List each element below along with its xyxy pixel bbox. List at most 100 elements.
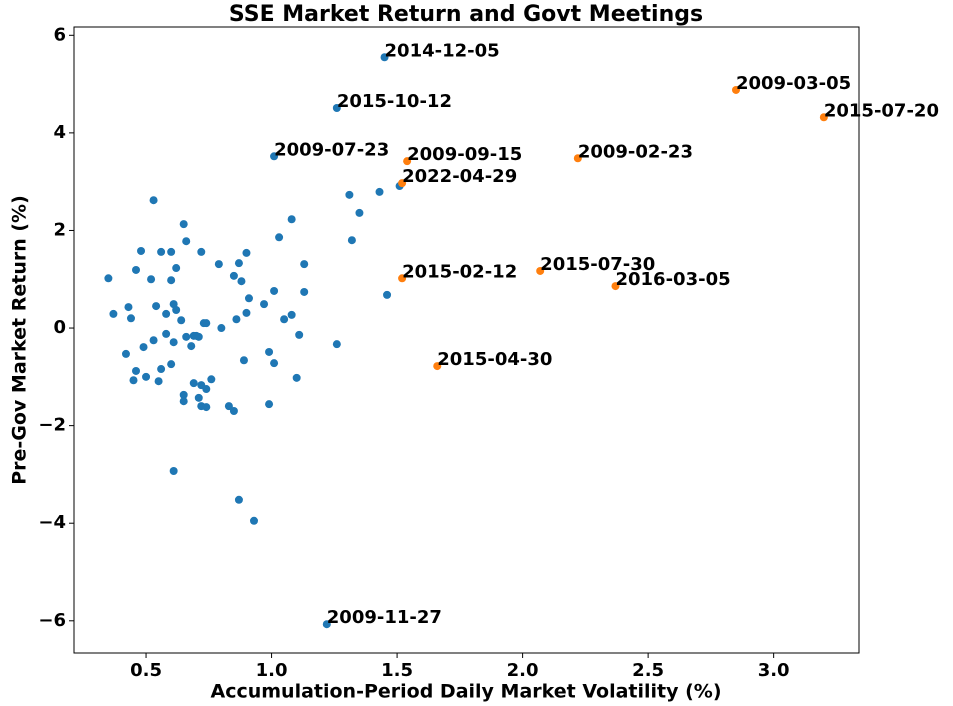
data-point bbox=[167, 247, 176, 256]
data-point bbox=[162, 309, 171, 318]
x-tick-label: 3.0 bbox=[758, 660, 790, 681]
point-label: 2016-03-05 bbox=[615, 269, 730, 290]
data-point bbox=[383, 290, 392, 299]
data-point bbox=[157, 247, 166, 256]
data-point bbox=[270, 359, 279, 368]
data-point bbox=[300, 260, 309, 269]
data-point bbox=[224, 402, 233, 411]
data-point bbox=[270, 152, 279, 161]
data-point bbox=[177, 316, 186, 325]
x-tick-label: 1.0 bbox=[256, 660, 288, 681]
data-point bbox=[234, 495, 243, 504]
data-point bbox=[237, 277, 246, 286]
data-point bbox=[217, 324, 226, 333]
data-point bbox=[375, 187, 384, 196]
data-point bbox=[149, 196, 158, 205]
data-point bbox=[187, 342, 196, 351]
data-point bbox=[124, 303, 133, 312]
point-label: 2015-10-12 bbox=[337, 91, 452, 112]
data-point bbox=[179, 390, 188, 399]
data-point bbox=[322, 620, 331, 629]
data-point bbox=[194, 393, 203, 402]
data-point bbox=[229, 271, 238, 280]
data-point bbox=[129, 376, 138, 385]
data-point bbox=[260, 300, 269, 309]
data-point bbox=[611, 282, 620, 291]
data-point bbox=[179, 397, 188, 406]
data-point bbox=[433, 362, 442, 371]
data-point bbox=[819, 113, 828, 122]
point-label: 2015-04-30 bbox=[437, 349, 552, 370]
data-point bbox=[347, 236, 356, 245]
data-point bbox=[121, 349, 130, 358]
point-label: 2022-04-29 bbox=[402, 166, 517, 187]
data-point bbox=[265, 347, 274, 356]
data-point bbox=[152, 302, 161, 311]
data-point bbox=[398, 274, 407, 283]
data-point bbox=[147, 275, 156, 284]
data-point bbox=[179, 220, 188, 229]
data-point bbox=[270, 286, 279, 295]
data-point bbox=[169, 467, 178, 476]
data-point bbox=[345, 190, 354, 199]
point-label: 2009-03-05 bbox=[736, 73, 851, 94]
data-point bbox=[242, 248, 251, 257]
data-point bbox=[300, 287, 309, 296]
data-point bbox=[239, 356, 248, 365]
data-point bbox=[234, 259, 243, 268]
data-point bbox=[109, 309, 118, 318]
data-point bbox=[172, 305, 181, 314]
point-label: 2014-12-05 bbox=[385, 40, 500, 61]
y-tick-label: 6 bbox=[53, 24, 66, 45]
data-point bbox=[242, 308, 251, 317]
point-label: 2015-07-20 bbox=[824, 100, 939, 121]
data-point bbox=[202, 403, 211, 412]
data-point bbox=[194, 332, 203, 341]
data-point bbox=[232, 315, 241, 324]
data-point bbox=[536, 266, 545, 275]
data-point bbox=[137, 246, 146, 255]
data-point bbox=[280, 315, 289, 324]
data-point bbox=[398, 179, 407, 188]
data-point bbox=[229, 406, 238, 415]
data-point bbox=[189, 379, 198, 388]
data-point bbox=[731, 85, 740, 94]
data-point bbox=[292, 373, 301, 382]
data-point bbox=[182, 332, 191, 341]
y-tick-label: 4 bbox=[53, 122, 66, 143]
data-point bbox=[126, 314, 135, 323]
x-tick-label: 2.0 bbox=[507, 660, 539, 681]
y-axis-label: Pre-Gov Market Return (%) bbox=[9, 195, 31, 485]
data-point bbox=[275, 233, 284, 242]
data-point bbox=[157, 365, 166, 374]
data-point bbox=[287, 215, 296, 224]
data-point bbox=[403, 157, 412, 166]
data-point bbox=[332, 340, 341, 349]
data-point bbox=[139, 343, 148, 352]
x-axis-label: Accumulation-Period Daily Market Volatil… bbox=[210, 681, 721, 703]
data-point bbox=[332, 103, 341, 112]
data-point bbox=[295, 330, 304, 339]
point-label: 2009-11-27 bbox=[327, 607, 442, 628]
data-point bbox=[380, 53, 389, 62]
y-tick-label: −6 bbox=[38, 610, 66, 631]
data-point bbox=[202, 385, 211, 394]
data-point bbox=[154, 377, 163, 386]
data-point bbox=[172, 264, 181, 273]
point-label: 2009-09-15 bbox=[407, 144, 522, 165]
data-point bbox=[244, 294, 253, 303]
point-label: 2009-02-23 bbox=[578, 141, 693, 162]
y-tick-label: −4 bbox=[38, 512, 66, 533]
plot-frame bbox=[73, 26, 860, 654]
data-point bbox=[132, 366, 141, 375]
x-tick-label: 2.5 bbox=[632, 660, 664, 681]
x-tick-label: 0.5 bbox=[130, 660, 162, 681]
data-point bbox=[214, 260, 223, 269]
data-point bbox=[104, 274, 113, 283]
data-point bbox=[265, 400, 274, 409]
data-point bbox=[197, 247, 206, 256]
point-label: 2009-07-23 bbox=[274, 139, 389, 160]
y-tick-label: 2 bbox=[53, 219, 66, 240]
data-point bbox=[162, 329, 171, 338]
